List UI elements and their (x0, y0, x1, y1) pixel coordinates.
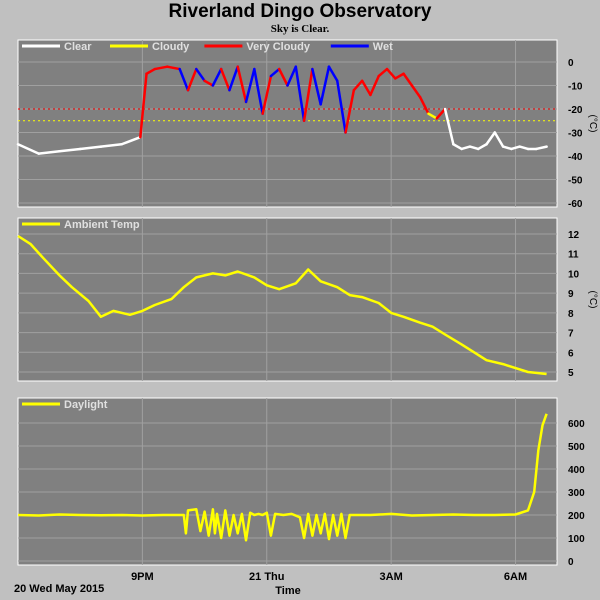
y-tick-label: 200 (568, 511, 585, 522)
legend-label: Cloudy (152, 41, 190, 53)
sky-temp-segment (427, 112, 439, 120)
daylight-series-line (17, 413, 548, 542)
y-tick-label: 7 (568, 329, 574, 340)
sky-temp-segment (277, 67, 289, 87)
sky-temp-segment (418, 96, 430, 115)
daylight-panel (17, 397, 558, 566)
sky-temp-segment (16, 143, 40, 155)
legend-label: Clear (64, 41, 92, 53)
sky-temp-segment (460, 145, 472, 151)
y-tick-label: 100 (568, 534, 585, 545)
chart-subtitle: Sky is Clear. (270, 23, 330, 35)
sky-temp-segment (485, 131, 497, 146)
label-layer: 0 -10 -20 -30 -40 -50 -60 (°C) Clear Cloudy Very C… (22, 41, 598, 583)
sky-temp-segment (493, 131, 505, 148)
y-unit-label: (°C) (587, 291, 598, 309)
sky-temp-segment (294, 65, 306, 122)
sky-temp-segment (269, 67, 281, 78)
ambient-panel (17, 217, 558, 382)
sky-temp-segment (377, 67, 389, 78)
y-tick-label: 6 (568, 348, 574, 359)
y-tick-label: 11 (568, 250, 579, 261)
sky-temp-segment (327, 65, 339, 83)
sky-temp-segment (468, 145, 480, 151)
sky-temp-segment (195, 67, 206, 83)
y-tick-label: 400 (568, 465, 585, 476)
sky-temp-segment (166, 65, 181, 71)
sky-temp-segment (178, 67, 190, 92)
y-tick-label: 12 (568, 230, 580, 241)
sky-temp-segment (211, 67, 223, 87)
y-tick-label: -40 (568, 152, 583, 163)
y-tick-label: -20 (568, 105, 583, 116)
sky-temp-segment (302, 67, 314, 122)
sky-temp-segment (244, 67, 256, 104)
sky-temp-segment (402, 72, 414, 87)
y-unit-label: (°C) (587, 115, 598, 133)
x-tick-label: 21 Thu (249, 571, 284, 583)
sky-temp-segment (501, 145, 513, 151)
sky-temp-segment (369, 74, 380, 97)
y-tick-label: 8 (568, 309, 574, 320)
sky-temp-segment (186, 67, 198, 92)
sky-temp-segment (228, 65, 239, 92)
x-axis-label: Time (275, 585, 300, 597)
sky-temp-segment (443, 107, 455, 146)
sky-temp-segment (37, 150, 61, 155)
sky-temp-segment (120, 135, 142, 146)
ambient-series-line (17, 234, 547, 376)
legend-label: Ambient Temp (64, 219, 140, 231)
sky-temp-segment (352, 79, 364, 92)
sky-temp-segment (452, 143, 463, 151)
sky-temp-segment (203, 79, 215, 87)
sky-temp-segment (518, 145, 530, 151)
sky-temp-segment (253, 67, 264, 115)
legend-label: Daylight (64, 399, 108, 411)
sky-temp-segment (476, 143, 488, 151)
sky-temp-segment (236, 65, 248, 104)
y-tick-label: 0 (568, 557, 574, 568)
y-tick-label: -50 (568, 176, 583, 187)
sky-temp-segment (219, 67, 231, 92)
y-tick-label: -60 (568, 199, 583, 210)
sky-temp-segment (336, 79, 347, 134)
sky-temp-segment (261, 74, 273, 115)
sky-temp-segment (311, 67, 322, 106)
legend-label: Very Cloudy (246, 41, 310, 53)
x-tick-label: 9PM (131, 571, 154, 583)
sky-temp-segment (360, 79, 372, 97)
sky-temp-segment (385, 67, 397, 80)
y-tick-label: 9 (568, 289, 574, 300)
sky-temp-segment (286, 65, 298, 87)
sky-temp-segment (58, 147, 82, 153)
series-layer (16, 65, 557, 542)
sky-temp-segment (319, 65, 331, 106)
legend-label: Wet (373, 41, 393, 53)
y-tick-label: 500 (568, 442, 585, 453)
y-tick-label: 300 (568, 488, 585, 499)
chart-title: Riverland Dingo Observatory (168, 1, 432, 22)
y-tick-label: -10 (568, 82, 583, 93)
y-tick-label: 5 (568, 368, 574, 379)
x-tick-label: 3AM (380, 571, 403, 583)
date-label: 20 Wed May 2015 (14, 583, 104, 595)
sky-temp-segment (145, 67, 157, 75)
y-tick-label: 10 (568, 269, 580, 280)
sky-temp-segment (78, 145, 103, 151)
y-tick-label: -30 (568, 129, 583, 140)
sky-temp-segment (139, 72, 148, 139)
sky-temp-segment (510, 145, 521, 151)
sky-temp-segment (153, 65, 169, 71)
sky-temp-segment (344, 88, 356, 134)
sky-temp-segment (435, 107, 447, 120)
y-tick-label: 600 (568, 419, 585, 430)
y-tick-label: 0 (568, 58, 574, 69)
sky-temp-segment (99, 143, 123, 148)
sky-temp-segment (410, 84, 422, 99)
sky-temp-segment (535, 145, 548, 151)
sky-temp-segment (394, 72, 405, 80)
sky-panel (17, 39, 558, 208)
x-tick-label: 6AM (504, 571, 527, 583)
